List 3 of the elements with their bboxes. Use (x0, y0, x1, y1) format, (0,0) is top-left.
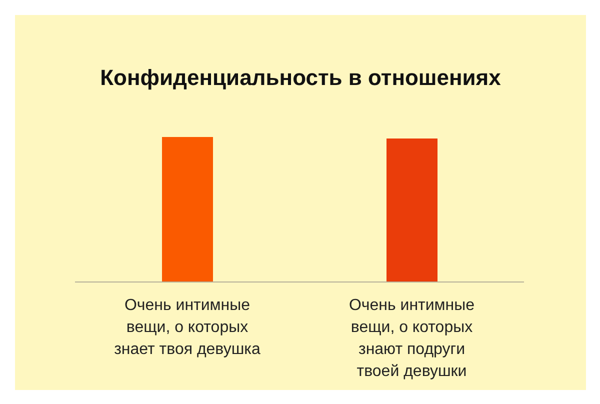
x-tick-label: Очень интимные вещи, о которых знают подруги твоей девушки (348, 297, 475, 380)
chart-title: Конфиденциальность в отношениях (99, 65, 502, 91)
x-tick-label: Очень интимные вещи, о которых знает твоя девушка (114, 297, 261, 358)
